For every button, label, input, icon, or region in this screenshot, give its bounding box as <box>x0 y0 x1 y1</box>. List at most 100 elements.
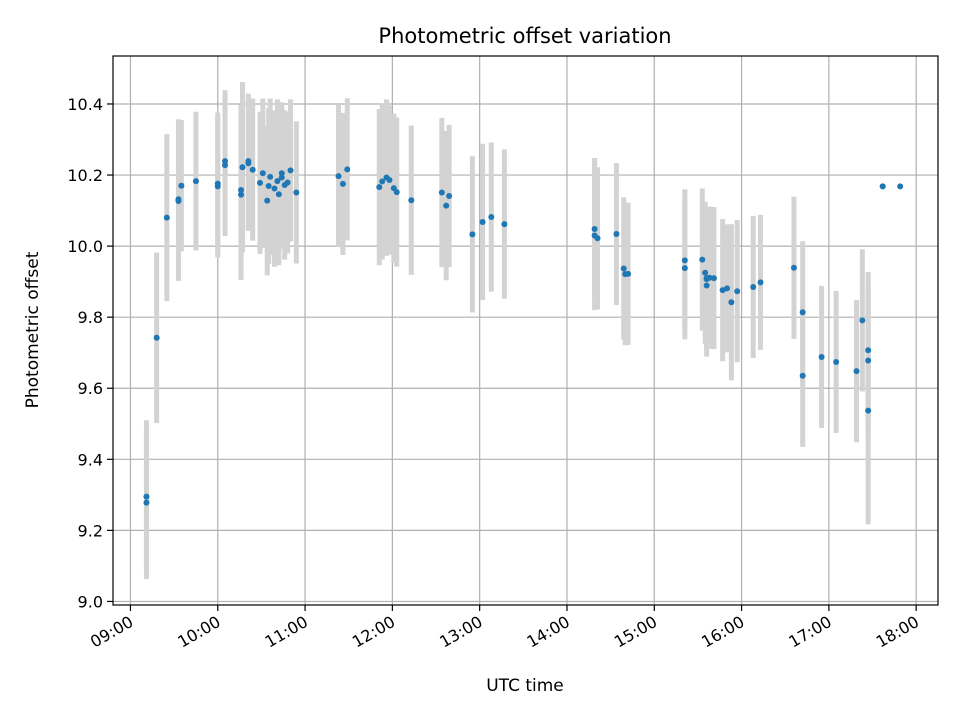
y-tick-label: 10.2 <box>67 166 103 185</box>
data-point <box>710 275 717 282</box>
data-point <box>259 170 266 177</box>
x-tick-label: 14:00 <box>524 612 573 652</box>
data-point <box>278 170 285 177</box>
data-point <box>799 372 806 379</box>
x-tick-layer: 09:00 10:00 11:00 12:00 13:00 14:00 15:00 16:00… <box>87 605 922 652</box>
data-point <box>728 299 735 306</box>
data-point <box>865 347 872 354</box>
x-tick-label: 09:00 <box>87 612 136 652</box>
data-point <box>344 166 351 173</box>
y-tick-label: 9.0 <box>78 592 103 611</box>
data-point <box>267 173 274 180</box>
x-tick-label: 18:00 <box>873 612 922 652</box>
data-point <box>897 183 904 190</box>
data-point <box>833 358 840 365</box>
data-point <box>853 368 860 375</box>
data-point <box>479 218 486 225</box>
data-point <box>143 493 150 500</box>
chart-title: Photometric offset variation <box>378 24 671 48</box>
data-point <box>192 178 199 185</box>
data-point <box>271 185 278 192</box>
y-axis-label: Photometric offset <box>23 251 43 408</box>
data-point <box>594 235 601 242</box>
data-point <box>613 231 620 238</box>
data-point <box>153 334 160 341</box>
plot-frame <box>112 55 939 606</box>
data-point <box>699 256 706 263</box>
data-point <box>214 180 221 187</box>
data-point <box>724 285 731 292</box>
data-point <box>620 265 627 272</box>
data-point <box>238 191 245 198</box>
data-point <box>275 191 282 198</box>
data-point <box>408 197 415 204</box>
x-tick-label: 16:00 <box>698 612 747 652</box>
data-point <box>446 193 453 200</box>
data-point <box>703 282 710 289</box>
data-point <box>376 184 383 191</box>
data-point <box>757 279 764 286</box>
x-axis-label: UTC time <box>486 676 564 696</box>
data-point <box>681 257 688 264</box>
data-point <box>488 213 495 220</box>
data-point <box>249 166 256 173</box>
data-point <box>859 317 866 324</box>
data-point <box>706 274 713 281</box>
data-point <box>245 158 252 165</box>
data-point <box>501 221 508 228</box>
data-point <box>734 288 741 295</box>
data-point <box>443 202 450 209</box>
data-point <box>256 179 263 186</box>
data-point <box>265 183 272 190</box>
data-point <box>799 309 806 316</box>
x-tick-label: 12:00 <box>349 612 398 652</box>
data-point <box>335 173 342 180</box>
data-point <box>879 183 886 190</box>
y-tick-label: 9.4 <box>78 450 103 469</box>
data-point <box>591 226 598 233</box>
x-tick-label: 11:00 <box>262 612 311 652</box>
y-tick-label: 10.4 <box>67 95 103 114</box>
data-point <box>702 269 709 276</box>
data-point <box>264 197 271 204</box>
point-layer <box>143 158 904 506</box>
y-tick-label: 9.6 <box>78 379 103 398</box>
data-point <box>625 270 632 277</box>
data-point <box>339 180 346 187</box>
data-point <box>163 214 170 221</box>
y-tick-label: 9.2 <box>78 521 103 540</box>
grid-layer <box>113 56 938 605</box>
data-point <box>438 189 445 196</box>
data-point <box>469 231 476 238</box>
x-tick-label: 10:00 <box>174 612 223 652</box>
data-point <box>143 499 150 506</box>
data-point <box>386 177 393 184</box>
data-point <box>287 167 294 174</box>
data-point <box>865 407 872 414</box>
data-point <box>379 178 386 185</box>
data-point <box>293 189 300 196</box>
y-tick-label: 9.8 <box>78 308 103 327</box>
x-tick-label: 13:00 <box>436 612 485 652</box>
y-tick-layer: 9.0 9.2 9.4 9.6 9.8 10.0 10.2 10.4 <box>67 95 113 611</box>
data-point <box>178 182 185 189</box>
data-point <box>175 196 182 203</box>
data-point <box>238 186 245 193</box>
data-point <box>278 174 285 181</box>
data-point <box>274 178 281 185</box>
data-point <box>393 189 400 196</box>
data-point <box>818 353 825 360</box>
y-tick-label: 10.0 <box>67 237 103 256</box>
data-point <box>865 357 872 364</box>
data-point <box>239 164 246 171</box>
x-tick-label: 15:00 <box>611 612 660 652</box>
x-tick-label: 17:00 <box>785 612 834 652</box>
data-point <box>681 265 688 272</box>
data-point <box>790 264 797 271</box>
data-point <box>284 179 291 186</box>
errorbar-layer <box>143 81 871 580</box>
data-point <box>750 283 757 290</box>
data-point <box>222 158 229 165</box>
